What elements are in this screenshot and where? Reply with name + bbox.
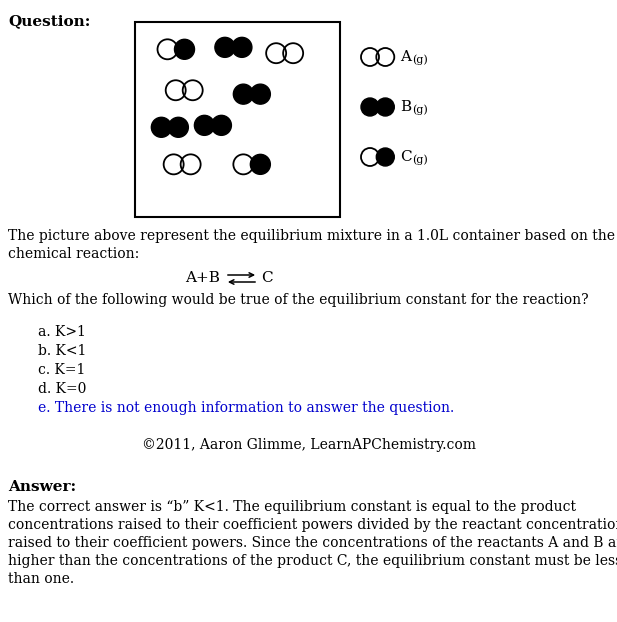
- Circle shape: [215, 37, 235, 57]
- Text: The correct answer is “b” K<1. The equilibrium constant is equal to the product: The correct answer is “b” K<1. The equil…: [8, 500, 576, 514]
- Text: (g): (g): [412, 54, 428, 65]
- Circle shape: [175, 39, 194, 59]
- Circle shape: [232, 37, 252, 57]
- Bar: [135, 22, 340, 217]
- Text: chemical reaction:: chemical reaction:: [8, 247, 139, 261]
- Text: (g): (g): [412, 104, 428, 114]
- Circle shape: [361, 98, 379, 116]
- Circle shape: [233, 84, 254, 104]
- Circle shape: [194, 115, 214, 136]
- Circle shape: [251, 84, 270, 104]
- Text: Answer:: Answer:: [8, 480, 76, 494]
- Text: ©2011, Aaron Glimme, LearnAPChemistry.com: ©2011, Aaron Glimme, LearnAPChemistry.co…: [141, 438, 476, 452]
- Circle shape: [251, 154, 270, 174]
- Text: C: C: [261, 271, 273, 285]
- Text: Question:: Question:: [8, 14, 90, 28]
- Text: d. K=0: d. K=0: [38, 382, 86, 396]
- Text: e. There is not enough information to answer the question.: e. There is not enough information to an…: [38, 401, 454, 415]
- Text: c. K=1: c. K=1: [38, 363, 85, 377]
- Circle shape: [212, 115, 231, 136]
- Text: than one.: than one.: [8, 572, 74, 586]
- Text: concentrations raised to their coefficient powers divided by the reactant concen: concentrations raised to their coefficie…: [8, 518, 617, 532]
- Text: a. K>1: a. K>1: [38, 325, 86, 339]
- Text: B: B: [400, 100, 411, 114]
- Circle shape: [376, 98, 394, 116]
- Circle shape: [151, 118, 172, 137]
- Text: A: A: [400, 50, 411, 64]
- Text: raised to their coefficient powers. Since the concentrations of the reactants A : raised to their coefficient powers. Sinc…: [8, 536, 617, 550]
- Text: The picture above represent the equilibrium mixture in a 1.0L container based on: The picture above represent the equilibr…: [8, 229, 615, 243]
- Text: A+B: A+B: [185, 271, 220, 285]
- Circle shape: [168, 118, 188, 137]
- Text: higher than the concentrations of the product C, the equilibrium constant must b: higher than the concentrations of the pr…: [8, 554, 617, 568]
- Text: C: C: [400, 150, 412, 164]
- Circle shape: [376, 148, 394, 166]
- Text: (g): (g): [412, 154, 428, 165]
- Text: Which of the following would be true of the equilibrium constant for the reactio: Which of the following would be true of …: [8, 293, 589, 307]
- Text: b. K<1: b. K<1: [38, 344, 86, 358]
